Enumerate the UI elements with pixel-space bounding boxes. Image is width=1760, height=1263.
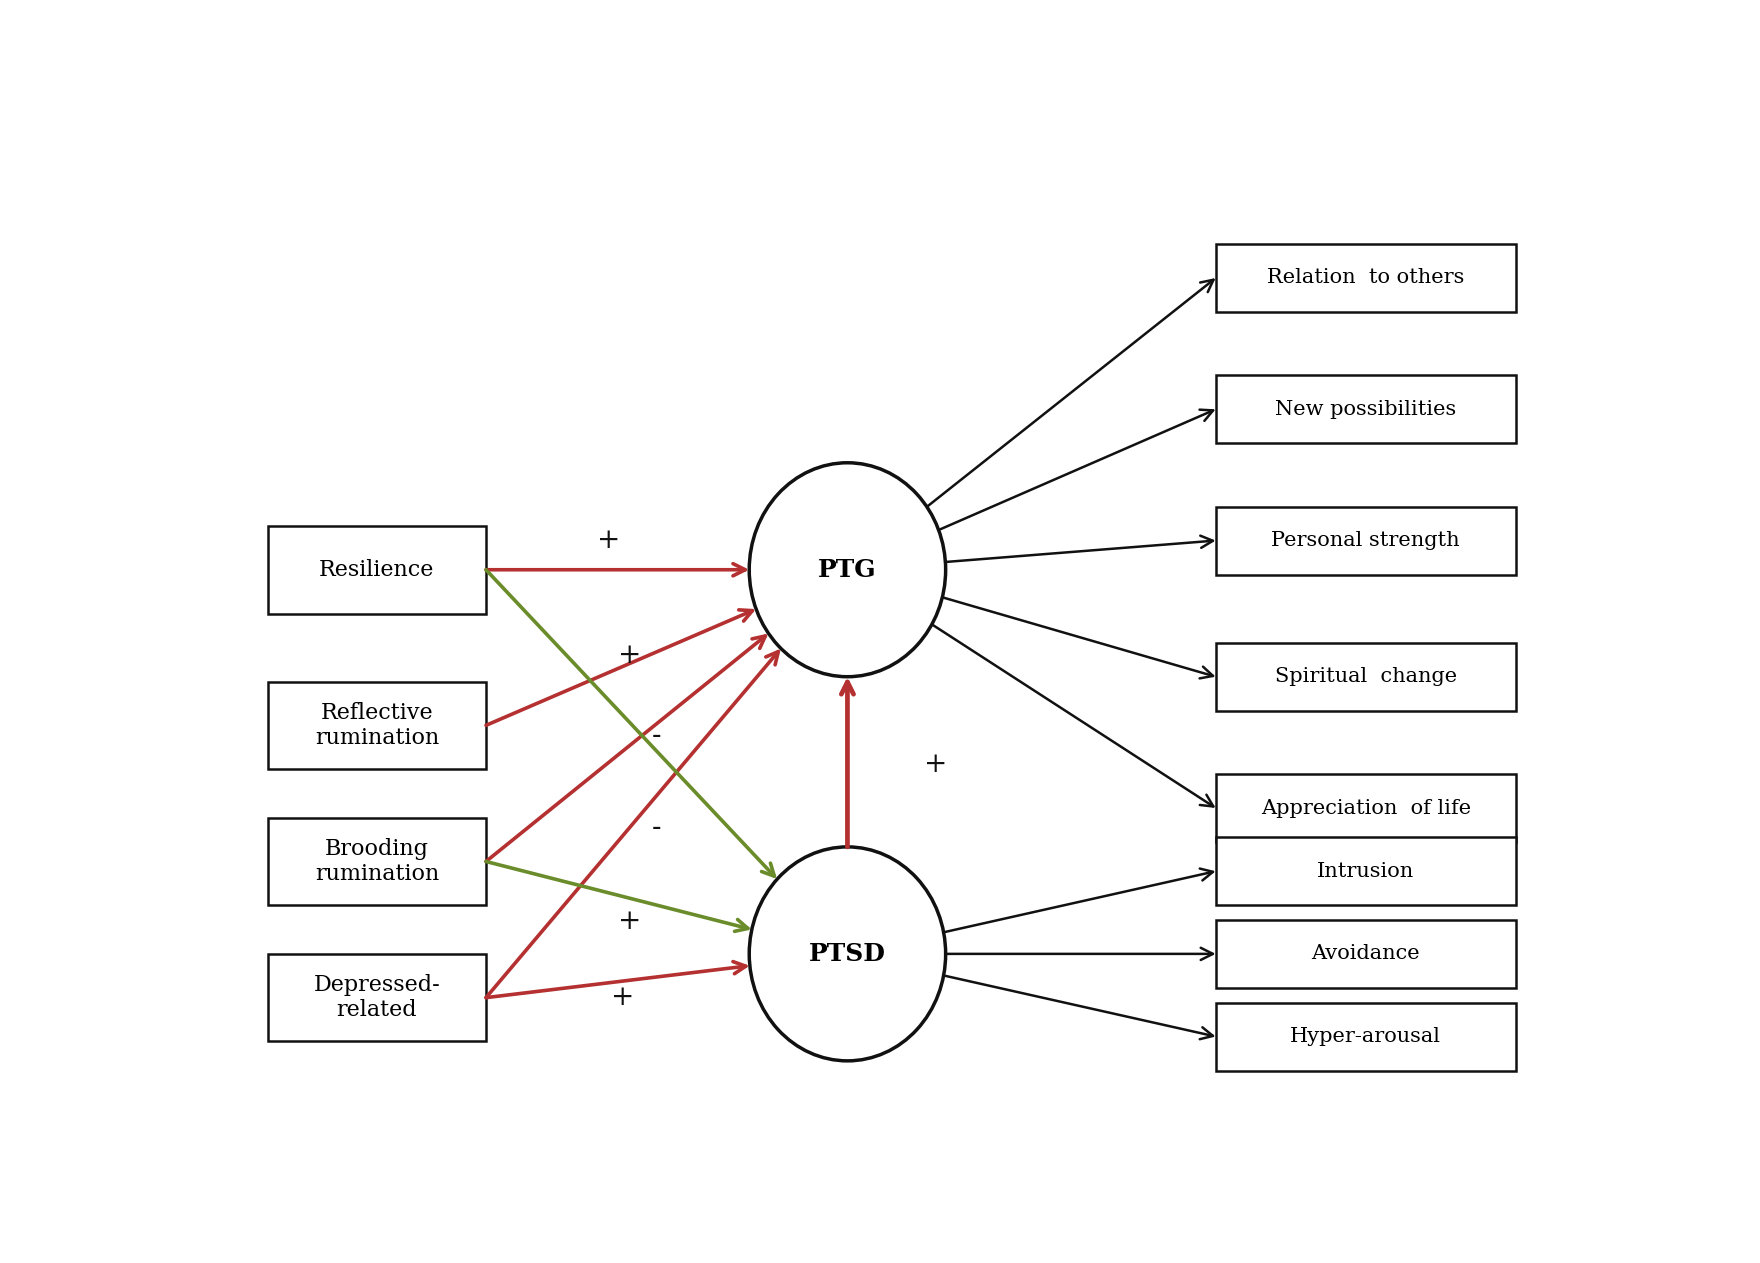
Text: Spiritual  change: Spiritual change [1274, 667, 1457, 686]
FancyBboxPatch shape [1216, 774, 1515, 842]
Text: Resilience: Resilience [319, 558, 435, 581]
FancyBboxPatch shape [1216, 244, 1515, 312]
FancyBboxPatch shape [1216, 919, 1515, 988]
Text: -: - [651, 721, 662, 749]
Text: Depressed-
related: Depressed- related [313, 974, 440, 1022]
Ellipse shape [750, 462, 945, 677]
Text: -: - [651, 813, 662, 841]
Text: Brooding
rumination: Brooding rumination [315, 837, 438, 885]
FancyBboxPatch shape [268, 682, 486, 769]
Text: +: + [618, 642, 641, 669]
Text: Appreciation  of life: Appreciation of life [1260, 798, 1471, 817]
Text: Avoidance: Avoidance [1311, 945, 1420, 964]
FancyBboxPatch shape [1216, 837, 1515, 906]
Text: +: + [618, 908, 641, 936]
Text: New possibilities: New possibilities [1276, 400, 1456, 419]
Text: PTSD: PTSD [810, 942, 885, 966]
Text: +: + [611, 984, 634, 1012]
FancyBboxPatch shape [268, 817, 486, 906]
Text: Relation  to others: Relation to others [1267, 269, 1464, 288]
Text: +: + [597, 527, 621, 554]
Text: Personal strength: Personal strength [1271, 530, 1461, 551]
Text: Reflective
rumination: Reflective rumination [315, 702, 438, 749]
FancyBboxPatch shape [1216, 1003, 1515, 1071]
FancyBboxPatch shape [1216, 375, 1515, 443]
Text: Hyper-arousal: Hyper-arousal [1290, 1027, 1441, 1046]
Text: Intrusion: Intrusion [1316, 861, 1415, 880]
FancyBboxPatch shape [268, 954, 486, 1042]
Text: +: + [924, 750, 949, 778]
FancyBboxPatch shape [268, 525, 486, 614]
FancyBboxPatch shape [1216, 506, 1515, 575]
FancyBboxPatch shape [1216, 643, 1515, 711]
Text: PTG: PTG [818, 558, 876, 582]
Ellipse shape [750, 847, 945, 1061]
